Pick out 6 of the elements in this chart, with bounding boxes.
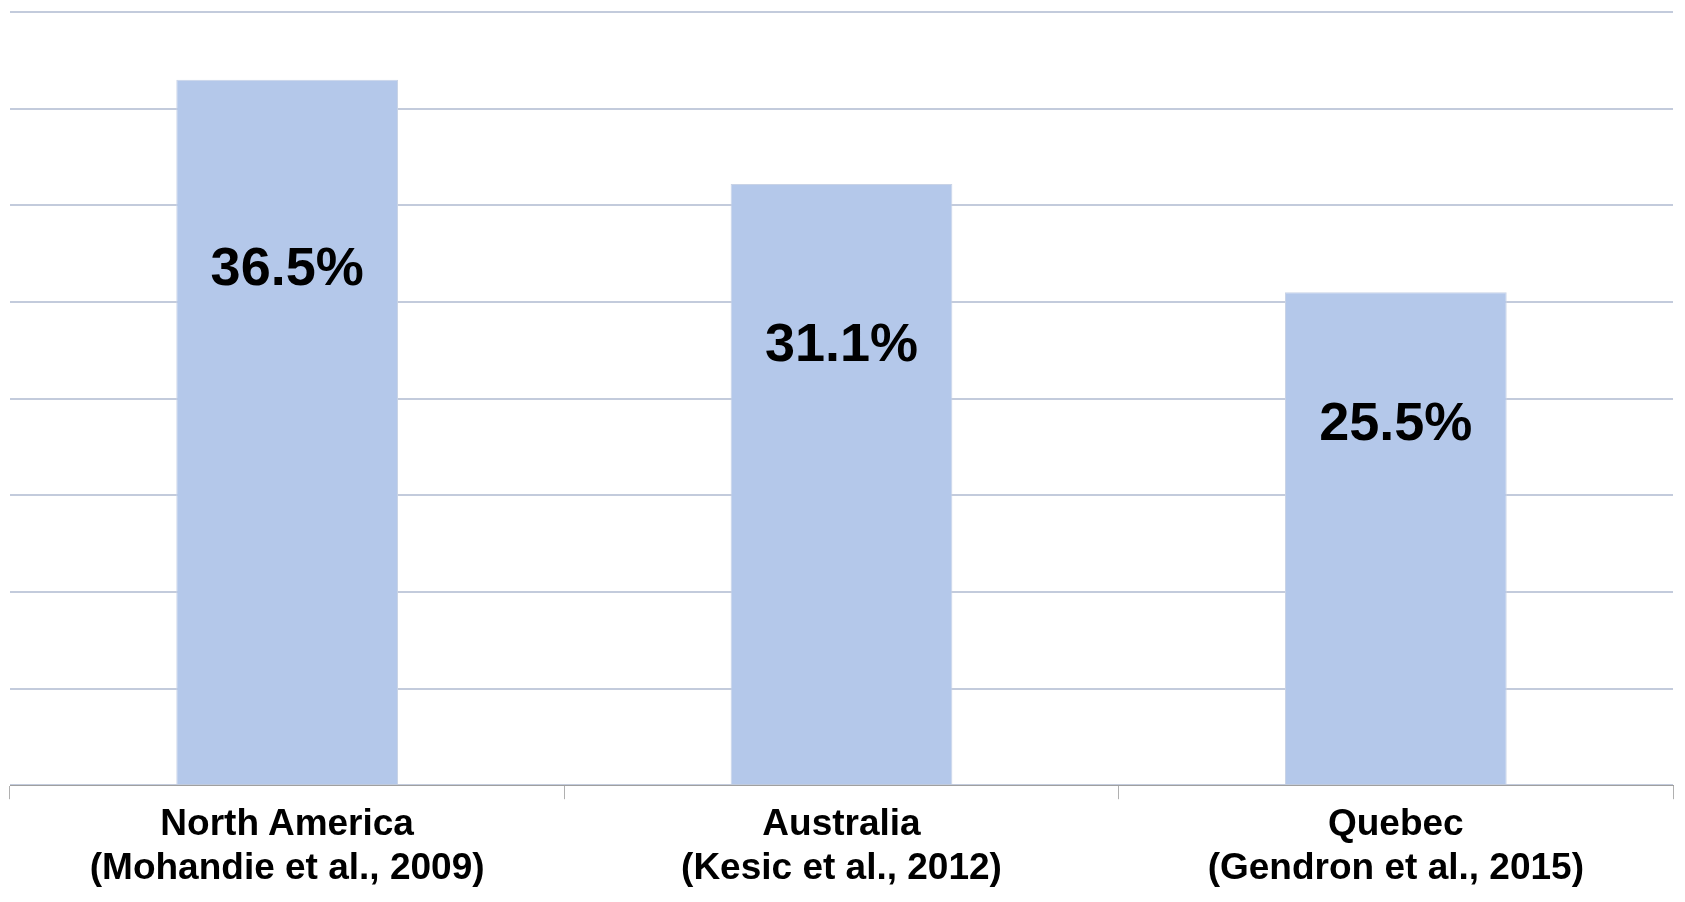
data-label: 36.5% (210, 235, 364, 296)
data-label: 25.5% (1319, 390, 1473, 451)
x-tick-label: North America (Mohandie et al., 2009) (89, 801, 485, 887)
data-label: 31.1% (764, 311, 919, 372)
x-tick-label: Quebec (Gendron et al., 2015) (1207, 801, 1584, 887)
x-tick-label: Australia (Kesic et al., 2012) (681, 801, 1002, 887)
